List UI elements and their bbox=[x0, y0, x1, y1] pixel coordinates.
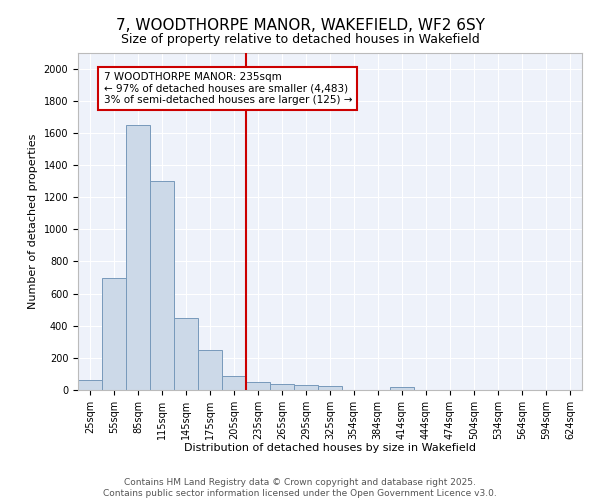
Text: Size of property relative to detached houses in Wakefield: Size of property relative to detached ho… bbox=[121, 32, 479, 46]
Text: Contains HM Land Registry data © Crown copyright and database right 2025.
Contai: Contains HM Land Registry data © Crown c… bbox=[103, 478, 497, 498]
Bar bbox=[198, 350, 222, 390]
Bar bbox=[319, 386, 343, 390]
X-axis label: Distribution of detached houses by size in Wakefield: Distribution of detached houses by size … bbox=[184, 444, 476, 454]
Text: 7 WOODTHORPE MANOR: 235sqm
← 97% of detached houses are smaller (4,483)
3% of se: 7 WOODTHORPE MANOR: 235sqm ← 97% of deta… bbox=[104, 72, 352, 105]
Bar bbox=[150, 181, 174, 390]
Bar bbox=[295, 385, 319, 390]
Bar bbox=[126, 125, 150, 390]
Bar bbox=[78, 380, 102, 390]
Bar bbox=[174, 318, 198, 390]
Bar bbox=[271, 384, 295, 390]
Bar bbox=[246, 382, 271, 390]
Text: 7, WOODTHORPE MANOR, WAKEFIELD, WF2 6SY: 7, WOODTHORPE MANOR, WAKEFIELD, WF2 6SY bbox=[115, 18, 485, 32]
Y-axis label: Number of detached properties: Number of detached properties bbox=[28, 134, 38, 309]
Bar bbox=[102, 278, 126, 390]
Bar bbox=[222, 376, 246, 390]
Bar bbox=[389, 387, 414, 390]
